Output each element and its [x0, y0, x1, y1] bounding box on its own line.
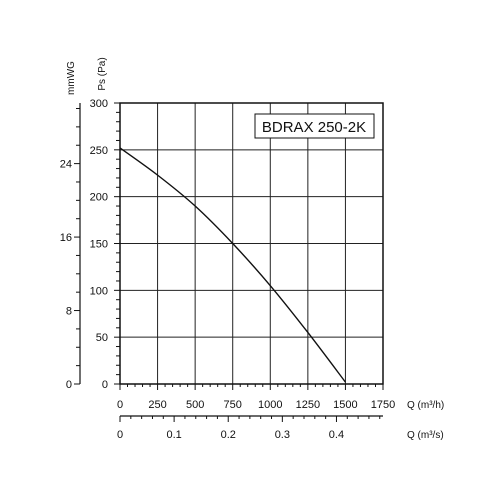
flow-m3h-tick-label: 250 — [148, 399, 166, 411]
flow-m3h-tick-label: 1000 — [258, 399, 282, 411]
flow-m3s-ticks — [119, 416, 381, 422]
pa-tick-label: 100 — [90, 285, 108, 297]
flow-m3s-tick-label: 0.4 — [329, 429, 344, 441]
pa-ticks — [114, 102, 120, 385]
pa-tick-label: 300 — [90, 98, 108, 110]
pa-axis-title: Ps (Pa) — [97, 57, 108, 90]
chart-grid — [119, 102, 384, 385]
flow-m3s-axis-title: Q (m³/s) — [407, 430, 444, 441]
flow-m3s-tick-label: 0.1 — [166, 429, 181, 441]
mmwg-tick-label: 16 — [60, 232, 72, 244]
flow-m3s-tick-label: 0.2 — [221, 429, 236, 441]
flow-m3h-axis-title: Q (m³/h) — [407, 400, 444, 411]
pa-tick-label: 250 — [90, 145, 108, 157]
mmwg-tick-labels: 0 8 16 24 — [60, 159, 72, 391]
pa-tick-labels: 0 50 100 150 200 250 300 — [90, 98, 108, 391]
flow-m3h-tick-label: 1500 — [333, 399, 357, 411]
fan-curve-series — [119, 147, 346, 383]
pa-tick-label: 50 — [96, 332, 108, 344]
flow-m3h-tick-label: 750 — [224, 399, 242, 411]
flow-m3h-tick-labels: 0 250 500 750 1000 1250 1500 1750 — [117, 399, 395, 411]
flow-m3h-minor-ticks — [119, 384, 384, 390]
flow-m3h-tick-label: 0 — [117, 399, 123, 411]
flow-m3s-tick-label: 0 — [117, 429, 123, 441]
mmwg-axis-title: mmWG — [66, 61, 77, 95]
mmwg-tick-label: 0 — [66, 379, 72, 391]
flow-m3s-tick-label: 0.3 — [275, 429, 290, 441]
flow-m3h-tick-label: 1250 — [296, 399, 320, 411]
flow-m3h-tick-label: 500 — [186, 399, 204, 411]
mmwg-ticks — [74, 108, 80, 385]
flow-m3h-tick-label: 1750 — [371, 399, 395, 411]
flow-m3s-tick-labels: 0 0.1 0.2 0.3 0.4 — [117, 429, 344, 441]
pa-tick-label: 0 — [102, 379, 108, 391]
model-title: BDRAX 250-2K — [262, 119, 366, 136]
mmwg-tick-label: 24 — [60, 159, 72, 171]
pa-tick-label: 200 — [90, 192, 108, 204]
pa-tick-label: 150 — [90, 239, 108, 251]
mmwg-tick-label: 8 — [66, 306, 72, 318]
model-title-box — [254, 113, 375, 139]
